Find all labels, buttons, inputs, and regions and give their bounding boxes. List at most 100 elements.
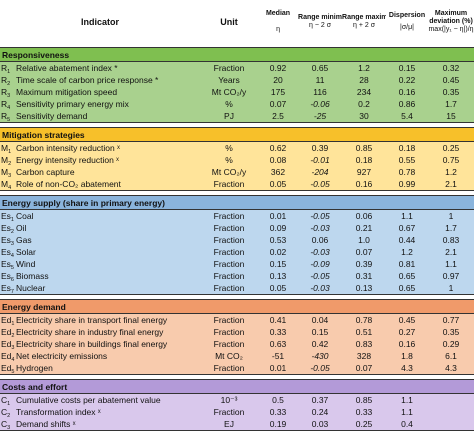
row-median: 362 xyxy=(258,166,299,178)
row-range-max: 0.51 xyxy=(342,326,387,338)
row-median: 0.01 xyxy=(258,362,299,375)
row-median: 20 xyxy=(258,74,299,86)
row-code: R2 xyxy=(0,74,16,86)
row-range-min: 11 xyxy=(298,74,343,86)
table-row: R1 Relative abatement index * Fraction 0.92… xyxy=(0,61,474,74)
table-row: M4 Role of non-CO₂ abatement Fraction 0.05-… xyxy=(0,178,474,191)
row-range-min: -0.05 xyxy=(298,209,343,222)
row-max-deviation: 0.25 xyxy=(428,141,474,154)
table-row: Es4 Solar Fraction 0.02 -0.03 0.07 1.2 2.1 xyxy=(0,246,474,258)
row-median: 2.5 xyxy=(258,110,299,123)
row-range-min: 0.03 xyxy=(298,418,343,431)
row-max-deviation xyxy=(428,406,474,418)
row-max-deviation: 4.3 xyxy=(428,362,474,375)
row-code: M3 xyxy=(0,166,16,178)
row-range-max: 0.2 xyxy=(342,98,387,110)
row-dispersion: 4.3 xyxy=(386,362,429,375)
row-max-deviation: 0.97 xyxy=(428,270,474,282)
row-indicator: Maximum mitigation speed xyxy=(16,86,201,98)
row-code: Es5 xyxy=(0,258,16,270)
row-range-max: 0.13 xyxy=(342,282,387,295)
row-unit: Fraction xyxy=(200,282,259,295)
row-range-min: -0.05 xyxy=(298,362,343,375)
row-median: 0.63 xyxy=(258,338,299,350)
row-code: R1 xyxy=(0,61,16,74)
row-median: -51 xyxy=(258,350,299,362)
row-max-deviation: 0.75 xyxy=(428,154,474,166)
row-max-deviation: 1 xyxy=(428,282,474,295)
row-indicator: Hydrogen xyxy=(16,362,201,375)
row-range-max: 0.85 xyxy=(342,393,387,406)
table-row: R4 Sensitivity primary energy mix% 0.07 -0.… xyxy=(0,98,474,110)
row-unit: Mt CO₂/y xyxy=(200,86,259,98)
row-median: 175 xyxy=(258,86,299,98)
row-unit: Fraction xyxy=(200,406,259,418)
row-range-max: 0.85 xyxy=(342,141,387,154)
section-title: Costs and effort xyxy=(0,379,474,394)
row-range-min: -0.09 xyxy=(298,258,343,270)
row-range-min: 0.24 xyxy=(298,406,343,418)
section-header: Costs and effort xyxy=(0,379,474,394)
row-range-min: 0.39 xyxy=(298,141,343,154)
row-max-deviation: 1.1 xyxy=(428,258,474,270)
row-range-max: 0.39 xyxy=(342,258,387,270)
row-range-max: 30 xyxy=(342,110,387,123)
row-dispersion: 0.99 xyxy=(386,178,429,191)
table-row: Ed4 Net electricity emissions Mt CO₂ -51 -43… xyxy=(0,350,474,362)
row-range-max: 0.18 xyxy=(342,154,387,166)
row-max-deviation: 0.35 xyxy=(428,86,474,98)
row-code: M2 xyxy=(0,154,16,166)
row-range-max: 927 xyxy=(342,166,387,178)
row-range-min: 0.06 xyxy=(298,234,343,246)
table-row: Ed3 Electricity share in buildings final … xyxy=(0,338,474,350)
row-max-deviation: 1.7 xyxy=(428,222,474,234)
row-range-max: 0.06 xyxy=(342,209,387,222)
row-max-deviation: 0.29 xyxy=(428,338,474,350)
row-median: 0.92 xyxy=(258,61,299,74)
section-title: Energy demand xyxy=(0,299,474,314)
table-row: Es5 Wind Fraction 0.15 -0.09 0.39 0.81 1.1 xyxy=(0,258,474,270)
row-code: Ed1 xyxy=(0,313,16,326)
row-indicator: Gas xyxy=(16,234,201,246)
row-code: Es6 xyxy=(0,270,16,282)
row-range-min: -0.05 xyxy=(298,270,343,282)
section-header: Energy demand xyxy=(0,299,474,314)
row-code: Ed3 xyxy=(0,338,16,350)
row-dispersion: 0.15 xyxy=(386,61,429,74)
row-dispersion: 0.16 xyxy=(386,86,429,98)
row-indicator: Cumulative costs per abatement value xyxy=(16,393,201,406)
table-row: R5 Sensitivity demand PJ 2.5 -25 30 5.4 15 xyxy=(0,110,474,123)
row-range-max: 0.78 xyxy=(342,313,387,326)
table-row: Ed2 Electricity share in industry final e… xyxy=(0,326,474,338)
row-indicator: Solar xyxy=(16,246,201,258)
row-code: Ed4 xyxy=(0,350,16,362)
row-code: Ed2 xyxy=(0,326,16,338)
row-unit: % xyxy=(200,141,259,154)
row-dispersion: 0.27 xyxy=(386,326,429,338)
row-median: 0.07 xyxy=(258,98,299,110)
row-range-min: 0.04 xyxy=(298,313,343,326)
row-dispersion: 1.1 xyxy=(386,209,429,222)
table-row: Es1 Coal Fraction 0.01 -0.05 0.06 1.1 1 xyxy=(0,209,474,222)
row-max-deviation: 15 xyxy=(428,110,474,123)
row-code: R3 xyxy=(0,86,16,98)
section-header: Mitigation strategies xyxy=(0,127,474,142)
header-median: Median η xyxy=(265,9,291,33)
row-range-min: -0.03 xyxy=(298,222,343,234)
header-range-max: Range maximumη + 2 σ xyxy=(342,13,387,29)
row-indicator: Coal xyxy=(16,209,201,222)
row-max-deviation: 2.1 xyxy=(428,178,474,191)
row-code: M1 xyxy=(0,141,16,154)
row-range-min: -0.06 xyxy=(298,98,343,110)
row-dispersion: 1.1 xyxy=(386,393,429,406)
row-max-deviation xyxy=(428,393,474,406)
table-row: Es6 Biomass Fraction 0.13 -0.05 0.31 0.65 0.97 xyxy=(0,270,474,282)
table-body: Responsiveness R1 Relative abatement index… xyxy=(0,43,474,431)
row-max-deviation: 0.32 xyxy=(428,61,474,74)
row-max-deviation: 1.7 xyxy=(428,98,474,110)
row-unit: Fraction xyxy=(200,234,259,246)
row-dispersion: 5.4 xyxy=(386,110,429,123)
row-indicator: Transformation index ˣ xyxy=(16,406,201,418)
